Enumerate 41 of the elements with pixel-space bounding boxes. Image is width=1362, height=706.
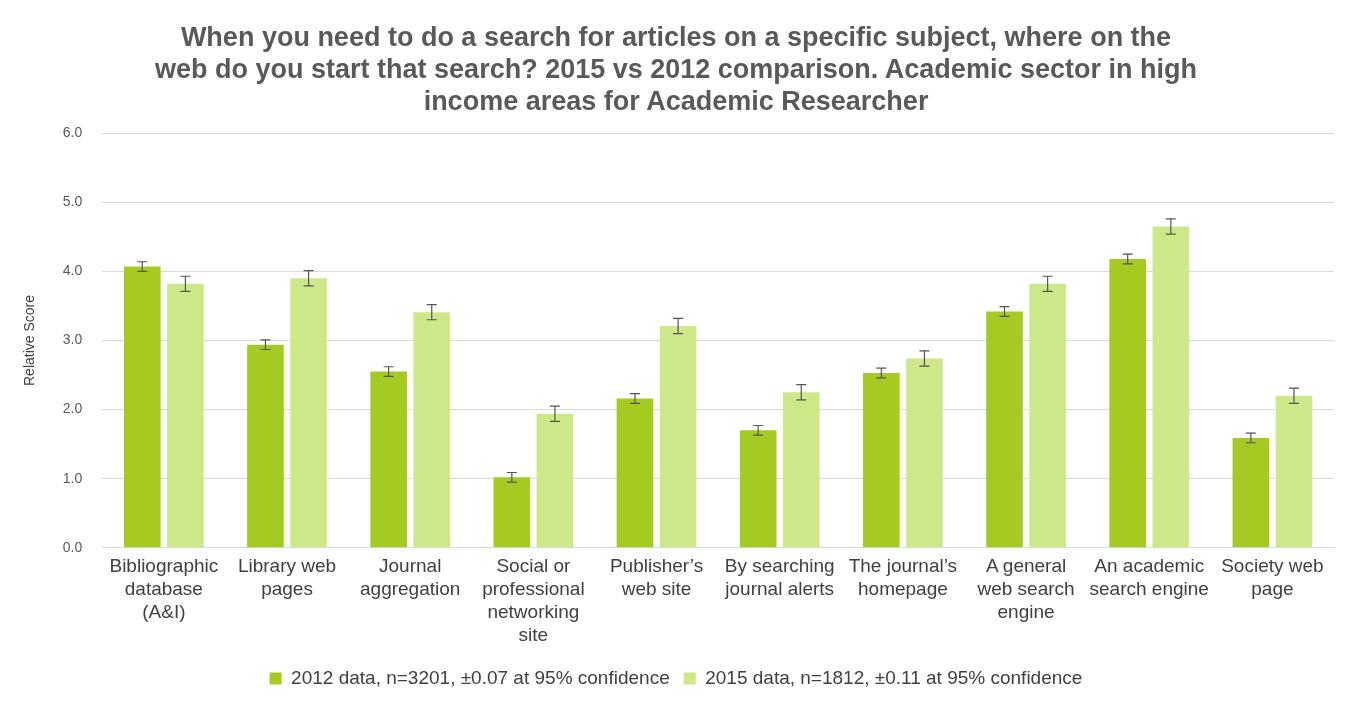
bar [986,311,1023,548]
y-axis-title: Relative Score [21,294,38,387]
bar [1029,283,1066,548]
x-tick-label: The journal’s homepage [848,555,958,600]
bar [370,371,407,548]
y-tick-label: 3.0 [62,331,83,348]
bar [1109,258,1147,548]
bar [167,283,204,548]
bar [123,266,161,548]
chart-title: When you need to do a search for articles on a specific subject, where on the web do you start that search? 2015 vs 2012 comparison. Academic sector in high income areas for Academic Researcher [154,21,1197,117]
bar [863,372,900,548]
x-tick-label: An academic search engine [1089,555,1209,600]
bar [1275,395,1313,548]
bar [536,413,574,548]
bar [493,477,531,548]
y-tick-label: 1.0 [62,469,83,486]
x-tick-label: Journal aggregation [360,555,461,600]
y-tick-label: 4.0 [62,262,83,279]
y-tick-label: 0.0 [62,538,83,555]
y-tick-label: 6.0 [62,124,83,141]
x-tick-label: A general web search engine [976,555,1075,623]
x-tick-label: Publisher’s web site [609,555,704,600]
x-tick-label: Society web page [1221,555,1324,600]
y-tick-label: 2.0 [62,400,83,417]
bar [906,358,943,548]
bar [247,344,284,548]
legend-label: 2015 data, n=1812, ±0.11 at 95% confidence [705,666,1083,688]
bar [1152,226,1190,548]
legend-label: 2012 data, n=3201, ±0.07 at 95% confidence [291,666,670,688]
x-tick-label: By searching journal alerts [724,555,835,600]
x-tick-label: Social or professional networking site [482,555,585,645]
bar [739,430,777,548]
bar [616,398,654,548]
bar [659,325,697,548]
bar [413,312,451,548]
bar [290,278,327,548]
bar [782,392,820,548]
x-tick-label: Bibliographic database (A&I) [109,555,219,623]
x-tick-label: Library web pages [237,555,337,600]
y-tick-label: 5.0 [62,193,83,210]
bar [1232,437,1270,548]
